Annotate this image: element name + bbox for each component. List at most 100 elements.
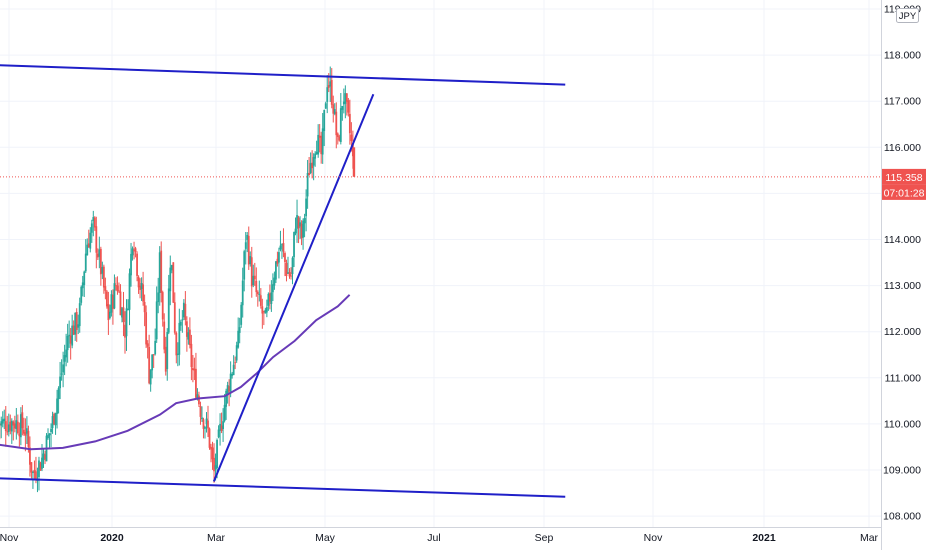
candle-body — [112, 295, 114, 309]
candle-body — [146, 343, 149, 347]
candle-body — [110, 294, 113, 313]
y-tick-label: 111.000 — [885, 372, 922, 384]
candle-body — [83, 271, 86, 286]
currency-label: JPY — [899, 11, 917, 22]
x-tick-label: Nov — [0, 532, 19, 544]
candle-body — [241, 280, 244, 306]
countdown-badge — [882, 184, 926, 200]
candle-body — [41, 457, 43, 469]
candle-body — [98, 249, 101, 257]
x-tick-label: Sep — [535, 532, 554, 544]
candle-body — [128, 273, 131, 310]
trendline-rising-support[interactable] — [212, 93, 375, 482]
candle-body — [63, 355, 66, 362]
candle-body — [237, 330, 240, 348]
candle-body — [140, 283, 143, 290]
candle-body — [255, 280, 258, 293]
candle-body — [282, 243, 285, 252]
candle-body — [332, 104, 335, 114]
candle-body — [302, 220, 304, 238]
candle-body — [290, 275, 292, 277]
candle-body — [48, 433, 51, 436]
candle-body — [278, 252, 280, 263]
candle-body — [6, 431, 9, 433]
candle-body — [74, 312, 77, 335]
candle-body — [246, 235, 249, 240]
candle-body — [315, 151, 318, 155]
candle-body — [16, 421, 19, 434]
candle-body — [105, 291, 108, 307]
candle-body — [148, 346, 151, 384]
y-tick-label: 108.000 — [883, 511, 921, 523]
candle-body — [124, 324, 126, 338]
candle-body — [244, 242, 247, 249]
candle-body — [65, 349, 68, 358]
x-tick-label: May — [315, 532, 336, 544]
candle-body — [344, 93, 347, 104]
x-tick-label: Mar — [860, 532, 879, 544]
candle-body — [38, 460, 40, 478]
candle-body — [327, 85, 330, 88]
candle-body — [225, 390, 228, 407]
candle-body — [68, 334, 71, 337]
candle-body — [142, 284, 145, 302]
candle-body — [281, 244, 283, 246]
candle-body — [300, 223, 303, 239]
trendline-channel-top[interactable] — [0, 64, 566, 86]
candle-body — [213, 457, 215, 472]
candle-body — [184, 303, 187, 320]
candle-body — [188, 329, 191, 346]
candle-body — [199, 406, 202, 417]
candle-body — [187, 332, 190, 340]
candle-body — [329, 81, 332, 87]
candle-body — [143, 301, 146, 313]
candle-body — [13, 423, 16, 429]
trendline-channel-bottom[interactable] — [0, 477, 566, 498]
candle-body — [51, 416, 54, 429]
candle-body — [303, 217, 306, 224]
candle-body — [305, 198, 307, 217]
candle-body — [24, 432, 27, 436]
y-tick-label: 109.000 — [883, 465, 921, 477]
candle-body — [89, 232, 92, 249]
candle-body — [318, 135, 321, 138]
candle-body — [350, 134, 353, 141]
moving-average-line — [0, 294, 351, 451]
candle-body — [104, 286, 107, 291]
y-tick-label: 110.000 — [884, 418, 921, 430]
candle-body — [127, 309, 129, 311]
candle-body — [107, 304, 110, 321]
candle-body — [66, 335, 69, 351]
candle-body — [39, 463, 42, 471]
candle-body — [291, 257, 294, 275]
candle-body — [96, 253, 99, 258]
candle-body — [54, 413, 57, 426]
candle-body — [154, 340, 157, 355]
candle-body — [309, 163, 312, 173]
candle-body — [330, 80, 333, 105]
candle-body — [155, 301, 158, 340]
candle-body — [341, 106, 344, 110]
candle-body — [169, 267, 172, 292]
candle-body — [205, 418, 208, 425]
candle-body — [12, 421, 15, 426]
candle-body — [92, 217, 95, 221]
y-tick-label: 114.000 — [884, 234, 921, 246]
candle-body — [222, 421, 224, 429]
candle-body — [243, 251, 246, 280]
candle-body — [240, 304, 243, 325]
candle-body — [152, 354, 155, 356]
candle-body — [32, 472, 34, 474]
currency-tag[interactable] — [896, 8, 919, 23]
candle-body — [95, 226, 98, 253]
candle-body — [326, 87, 329, 102]
candle-body — [321, 128, 324, 155]
candle-body — [285, 262, 288, 277]
candle-body — [234, 362, 237, 364]
candle-body — [268, 293, 271, 302]
y-axis-ticks: 108.000 109.000 110.000 111.000 112.000 113.0… — [883, 4, 921, 523]
candle-body — [151, 354, 154, 371]
candle-body — [320, 135, 323, 155]
